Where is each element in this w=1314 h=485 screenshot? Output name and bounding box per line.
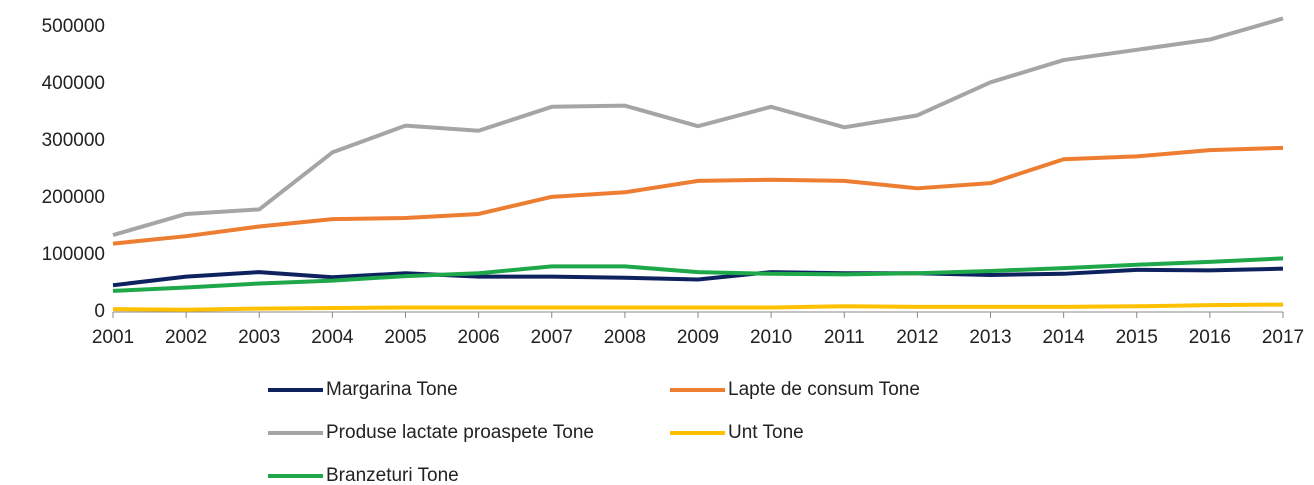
x-tick-label: 2013 [969,327,1011,348]
x-tick-label: 2008 [604,327,646,348]
y-tick-label: 300000 [42,130,105,151]
series-line [112,266,1284,288]
series-line [112,302,1284,312]
y-tick-label: 100000 [42,244,105,265]
legend-label: Margarina Tone [326,379,458,400]
x-tick-label: 2001 [92,327,134,348]
series-line [112,16,1284,237]
series-line [112,145,1284,246]
y-tick-label: 500000 [42,16,105,37]
x-tick-label: 2007 [531,327,573,348]
legend-label: Unt Tone [728,422,804,443]
y-tick-label: 200000 [42,187,105,208]
x-tick-label: 2003 [238,327,280,348]
x-tick-label: 2006 [457,327,499,348]
x-tick-label: 2005 [384,327,426,348]
x-tick-label: 2012 [896,327,938,348]
x-tick-label: 2009 [677,327,719,348]
x-tick-label: 2011 [824,327,865,348]
y-tick-label: 0 [94,301,105,322]
legend-label: Branzeturi Tone [326,465,459,485]
legend-label: Lapte de consum Tone [728,379,920,400]
x-tick-label: 2014 [1042,327,1085,348]
x-tick-label: 2010 [750,327,792,348]
x-tick-label: 2016 [1189,327,1231,348]
x-tick-label: 2015 [1116,327,1158,348]
y-tick-label: 400000 [42,73,105,94]
legend-label: Produse lactate proaspete Tone [326,422,594,443]
x-tick-label: 2017 [1262,327,1304,348]
series-line [112,256,1284,293]
x-tick-label: 2002 [165,327,207,348]
x-tick-label: 2004 [311,327,354,348]
